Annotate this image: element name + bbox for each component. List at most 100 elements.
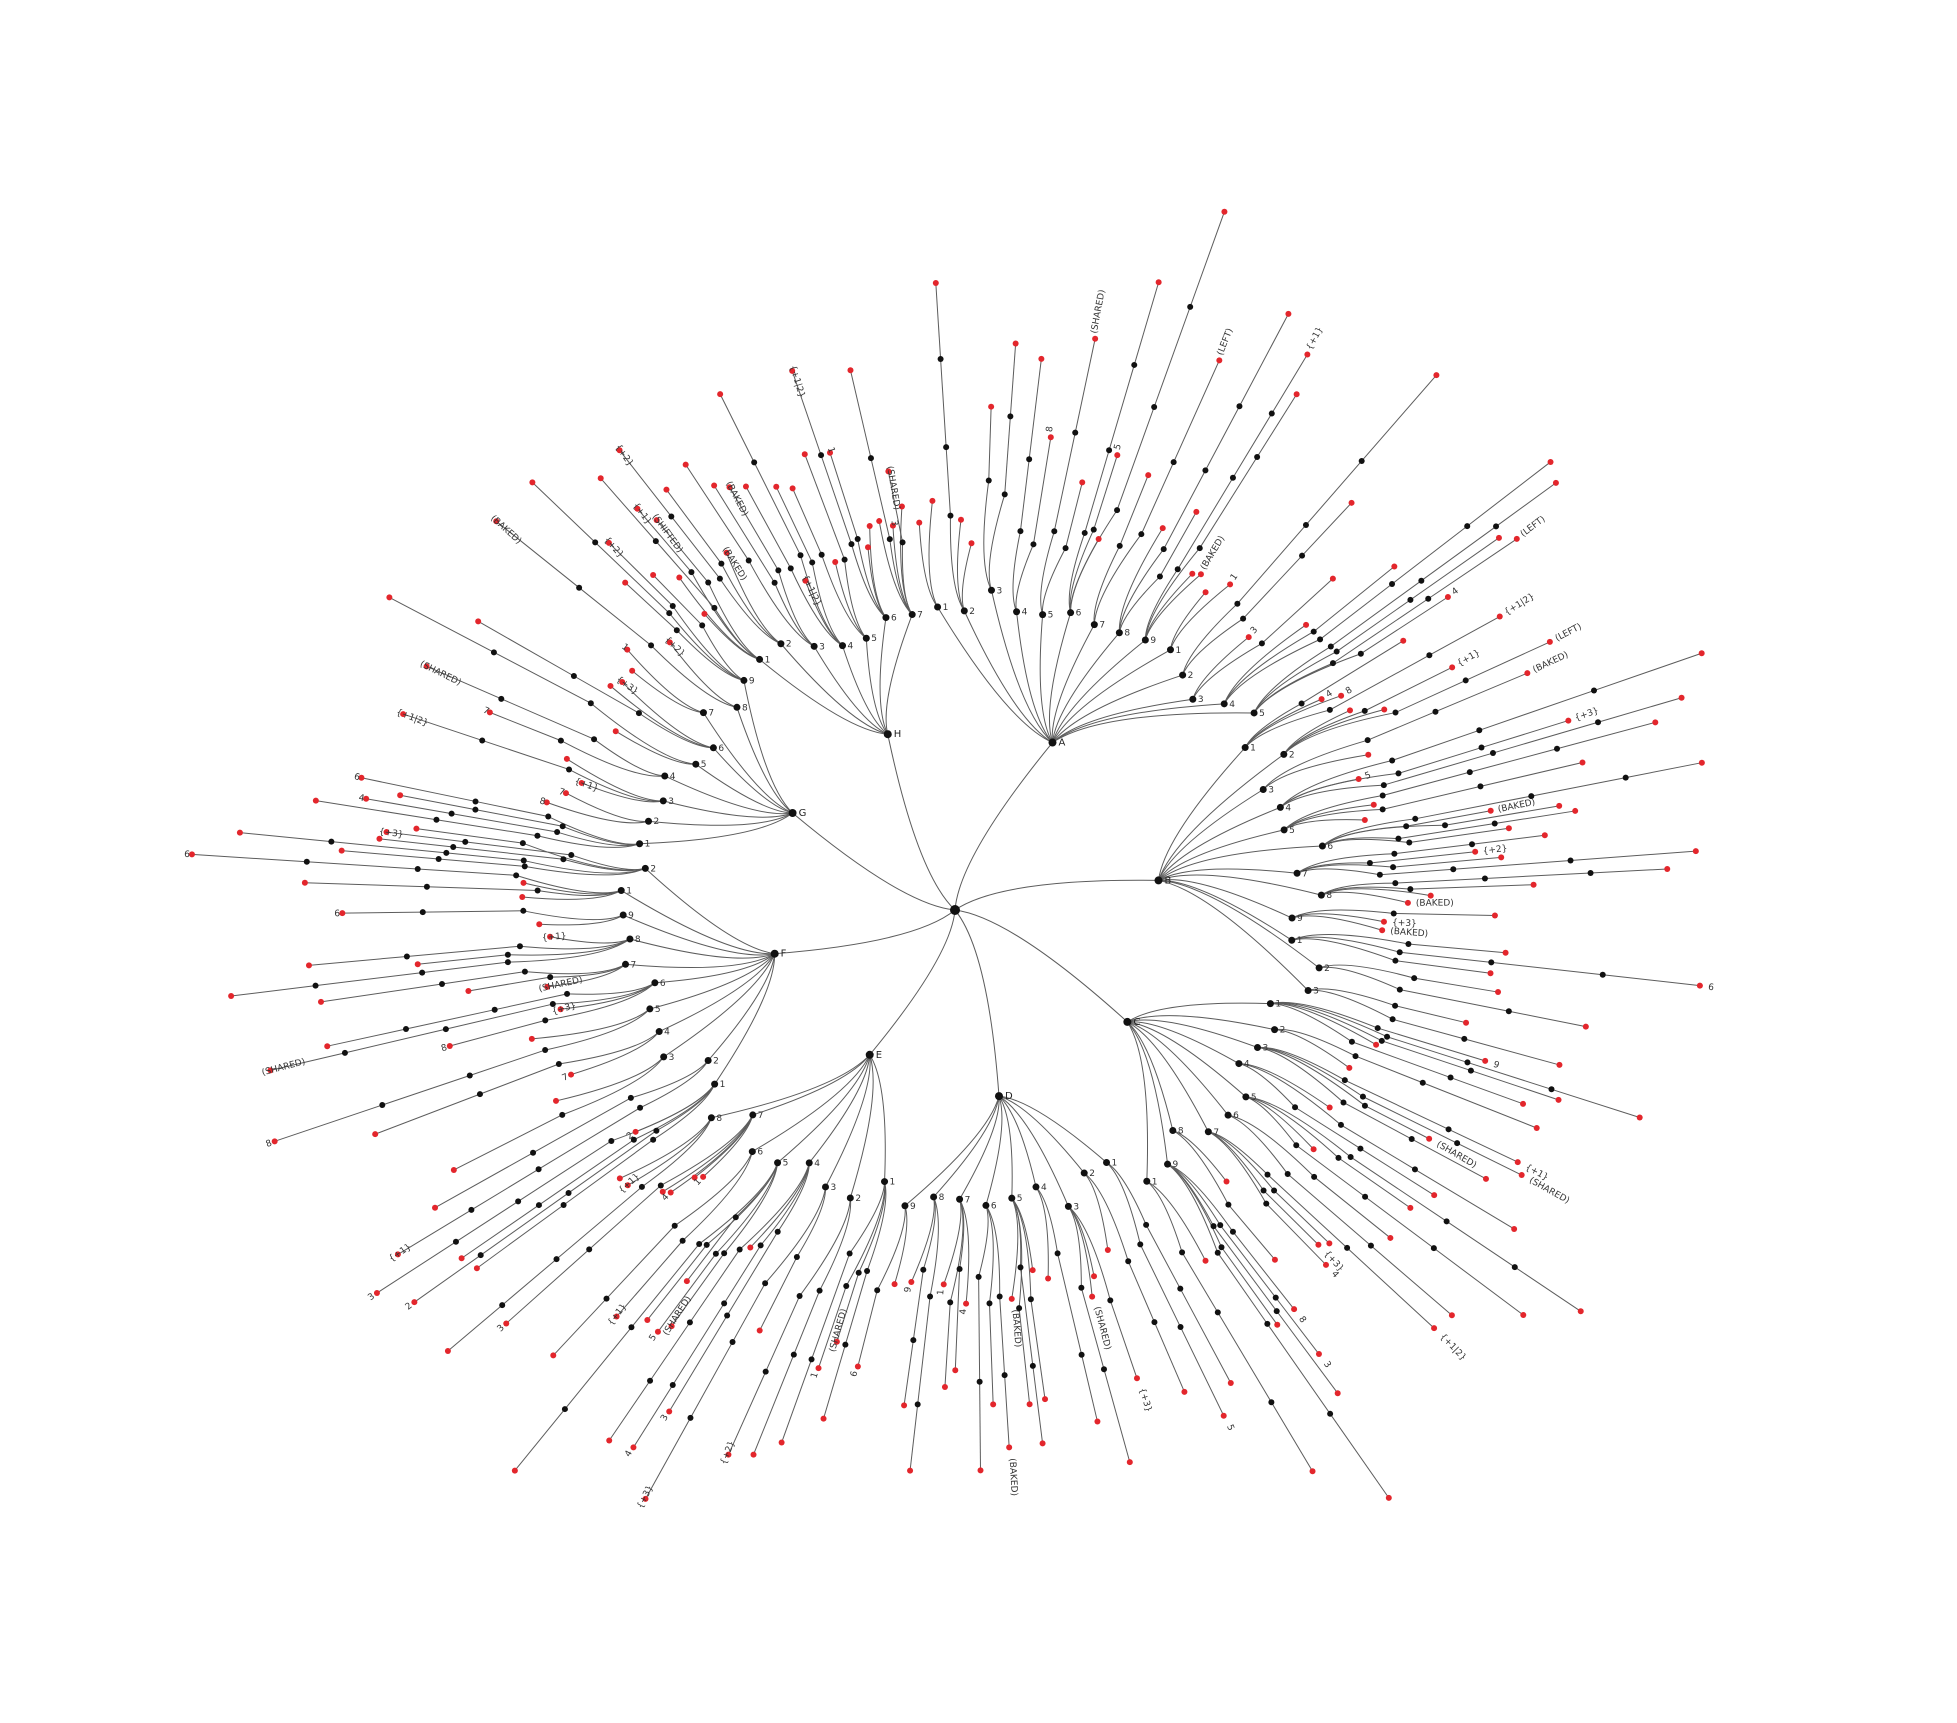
internal-node[interactable] xyxy=(638,1183,645,1190)
leaf-node[interactable] xyxy=(650,572,657,579)
internal-node[interactable] xyxy=(1430,1245,1437,1252)
internal-node[interactable] xyxy=(521,968,528,975)
internal-node[interactable] xyxy=(848,541,855,548)
subtree-node[interactable] xyxy=(1179,671,1187,679)
internal-node[interactable] xyxy=(1478,744,1485,751)
subtree-node[interactable] xyxy=(881,1178,889,1186)
subtree-node[interactable] xyxy=(1235,1060,1243,1068)
internal-node[interactable] xyxy=(1268,410,1275,417)
leaf-node[interactable] xyxy=(1579,759,1586,766)
subtree-node[interactable] xyxy=(626,935,634,943)
internal-node[interactable] xyxy=(1170,459,1177,466)
internal-node[interactable] xyxy=(545,813,552,820)
branch-node[interactable] xyxy=(770,949,779,958)
internal-node[interactable] xyxy=(1114,507,1121,514)
internal-node[interactable] xyxy=(1403,823,1410,830)
leaf-node[interactable] xyxy=(1047,434,1054,441)
leaf-node[interactable] xyxy=(607,682,614,689)
subtree-node[interactable] xyxy=(1315,964,1323,972)
subtree-node[interactable] xyxy=(810,642,818,650)
leaf-node[interactable] xyxy=(630,1444,637,1451)
leaf-node[interactable] xyxy=(1042,1396,1049,1403)
leaf-node[interactable] xyxy=(1696,982,1703,989)
leaf-node[interactable] xyxy=(1045,1275,1052,1282)
internal-node[interactable] xyxy=(559,1111,566,1118)
leaf-node[interactable] xyxy=(1524,670,1531,677)
internal-node[interactable] xyxy=(1062,545,1069,552)
internal-node[interactable] xyxy=(1464,1059,1471,1066)
internal-node[interactable] xyxy=(1493,523,1500,530)
internal-node[interactable] xyxy=(1442,822,1449,829)
internal-node[interactable] xyxy=(1567,857,1574,864)
leaf-node[interactable] xyxy=(1303,621,1310,628)
internal-node[interactable] xyxy=(1467,1067,1474,1074)
internal-node[interactable] xyxy=(842,1341,849,1348)
leaf-node[interactable] xyxy=(1361,817,1368,824)
internal-node[interactable] xyxy=(549,1001,556,1008)
internal-node[interactable] xyxy=(1210,1223,1217,1230)
internal-node[interactable] xyxy=(1217,1222,1224,1229)
leaf-node[interactable] xyxy=(597,475,604,482)
internal-node[interactable] xyxy=(1341,1077,1348,1084)
leaf-node[interactable] xyxy=(1202,589,1209,596)
leaf-node[interactable] xyxy=(1304,351,1311,358)
internal-node[interactable] xyxy=(476,1091,483,1098)
subtree-node[interactable] xyxy=(805,1159,813,1167)
leaf-node[interactable] xyxy=(1159,525,1166,532)
leaf-node[interactable] xyxy=(1496,613,1503,620)
internal-node[interactable] xyxy=(855,1269,862,1276)
leaf-node[interactable] xyxy=(801,451,808,458)
internal-node[interactable] xyxy=(1017,1264,1024,1271)
internal-node[interactable] xyxy=(1214,1309,1221,1316)
leaf-node[interactable] xyxy=(1245,634,1252,641)
leaf-node[interactable] xyxy=(988,403,995,410)
internal-node[interactable] xyxy=(1445,1126,1452,1133)
subtree-node[interactable] xyxy=(960,607,968,615)
internal-node[interactable] xyxy=(914,1401,921,1408)
leaf-node[interactable] xyxy=(562,790,569,797)
leaf-node[interactable] xyxy=(1114,452,1121,459)
internal-node[interactable] xyxy=(568,851,575,858)
leaf-node[interactable] xyxy=(503,1320,510,1327)
internal-node[interactable] xyxy=(1090,526,1097,533)
subtree-node[interactable] xyxy=(1032,1183,1040,1191)
leaf-node[interactable] xyxy=(700,1173,707,1180)
leaf-node[interactable] xyxy=(891,1281,898,1288)
internal-node[interactable] xyxy=(477,1252,484,1259)
subtree-node[interactable] xyxy=(704,1057,712,1065)
internal-node[interactable] xyxy=(1461,1035,1468,1042)
subtree-node[interactable] xyxy=(1304,986,1312,994)
internal-node[interactable] xyxy=(554,829,561,836)
leaf-node[interactable] xyxy=(820,1415,827,1422)
leaf-node[interactable] xyxy=(486,709,493,716)
leaf-node[interactable] xyxy=(1089,1293,1096,1300)
leaf-node[interactable] xyxy=(1381,706,1388,713)
subtree-node[interactable] xyxy=(987,586,995,594)
internal-node[interactable] xyxy=(519,840,526,847)
internal-node[interactable] xyxy=(1273,1308,1280,1315)
leaf-node[interactable] xyxy=(1692,848,1699,855)
internal-node[interactable] xyxy=(566,766,573,773)
subtree-node[interactable] xyxy=(1271,1026,1279,1034)
internal-node[interactable] xyxy=(1590,687,1597,694)
internal-node[interactable] xyxy=(1344,1244,1351,1251)
leaf-node[interactable] xyxy=(691,1174,698,1181)
subtree-node[interactable] xyxy=(1013,608,1021,616)
subtree-node[interactable] xyxy=(645,817,653,825)
leaf-node[interactable] xyxy=(1385,1494,1392,1501)
internal-node[interactable] xyxy=(816,1287,823,1294)
subtree-node[interactable] xyxy=(777,640,785,648)
leaf-node[interactable] xyxy=(543,799,550,806)
internal-node[interactable] xyxy=(920,1266,927,1273)
internal-node[interactable] xyxy=(745,557,752,564)
branch-node[interactable] xyxy=(865,1050,874,1059)
internal-node[interactable] xyxy=(637,1104,644,1111)
leaf-node[interactable] xyxy=(1463,1019,1470,1026)
leaf-node[interactable] xyxy=(1094,1418,1101,1425)
leaf-node[interactable] xyxy=(773,483,780,490)
subtree-node[interactable] xyxy=(846,1194,854,1202)
internal-node[interactable] xyxy=(1489,750,1496,757)
subtree-node[interactable] xyxy=(1280,750,1288,758)
leaf-node[interactable] xyxy=(1274,1321,1281,1328)
internal-node[interactable] xyxy=(1317,636,1324,643)
